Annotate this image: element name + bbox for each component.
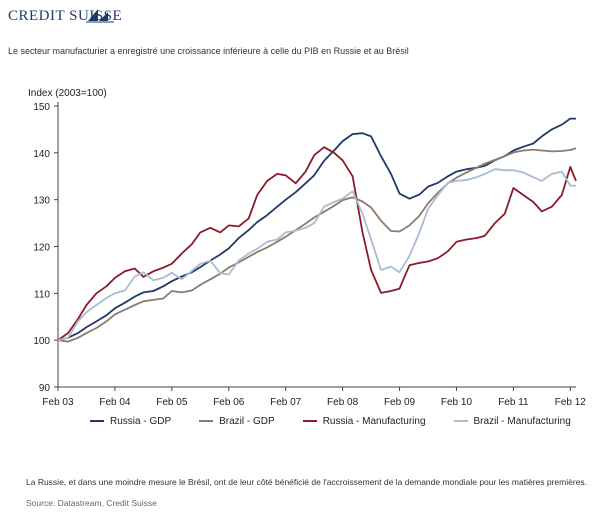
x-tick-label: Feb 06 bbox=[213, 397, 245, 408]
x-tick-label: Feb 08 bbox=[327, 397, 359, 408]
x-tick-label: Feb 03 bbox=[42, 397, 74, 408]
x-tick-label: Feb 10 bbox=[441, 397, 473, 408]
legend-swatch bbox=[90, 420, 104, 422]
legend-label: Brazil - Manufacturing bbox=[473, 415, 571, 427]
y-tick-label: 150 bbox=[33, 102, 50, 113]
x-tick-label: Feb 04 bbox=[99, 397, 131, 408]
x-tick-label: Feb 05 bbox=[156, 397, 188, 408]
chart-legend: Russia - GDP Brazil - GDP Russia - Manufac… bbox=[90, 414, 571, 428]
legend-swatch bbox=[199, 420, 214, 422]
x-tick-label: Feb 12 bbox=[555, 397, 587, 408]
legend-swatch bbox=[453, 420, 468, 422]
y-tick-label: 140 bbox=[33, 149, 50, 160]
sails-logo-icon bbox=[86, 9, 114, 23]
y-tick-label: 120 bbox=[33, 243, 50, 254]
legend-label: Russia - GDP bbox=[110, 415, 172, 427]
series-line-russia-manufacturing bbox=[57, 146, 577, 341]
x-tick-label: Feb 11 bbox=[498, 397, 529, 408]
legend-item: Brazil - Manufacturing bbox=[453, 414, 571, 428]
chart-subtitle: Le secteur manufacturier a enregistré un… bbox=[8, 46, 409, 56]
x-tick-label: Feb 07 bbox=[270, 397, 302, 408]
legend-label: Brazil - GDP bbox=[219, 415, 275, 427]
y-tick-label: 130 bbox=[33, 196, 50, 207]
footer-source: Source: Datastream, Credit Suisse bbox=[26, 498, 157, 508]
legend-label: Russia - Manufacturing bbox=[322, 415, 426, 427]
series-line-brazil-manufacturing bbox=[57, 168, 576, 342]
legend-item: Brazil - GDP bbox=[199, 414, 275, 428]
legend-swatch bbox=[302, 420, 317, 422]
y-tick-label: 90 bbox=[39, 383, 51, 394]
legend-item: Russia - GDP bbox=[90, 414, 171, 428]
series-line-brazil-gdp bbox=[57, 147, 577, 343]
y-tick-label: 110 bbox=[34, 289, 50, 300]
footer-note: La Russie, et dans une moindre mesure le… bbox=[26, 477, 588, 487]
x-tick-label: Feb 09 bbox=[384, 397, 416, 408]
y-tick-label: 100 bbox=[33, 336, 50, 347]
y-axis-label: Index (2003=100) bbox=[28, 88, 107, 99]
legend-item: Russia - Manufacturing bbox=[302, 414, 426, 428]
